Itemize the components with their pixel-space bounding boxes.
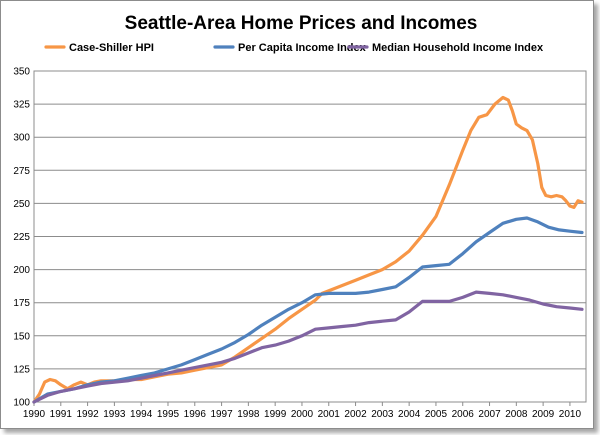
x-tick-label: 2006 bbox=[452, 409, 475, 420]
x-tick-label: 1992 bbox=[76, 409, 99, 420]
series-line-1 bbox=[32, 216, 584, 404]
y-tick-label: 350 bbox=[13, 67, 30, 78]
x-tick-label: 2003 bbox=[371, 409, 394, 420]
y-tick-label: 150 bbox=[13, 331, 30, 342]
legend: Case-Shiller HPI Per Capita Income Index M… bbox=[44, 42, 544, 54]
x-tick-label: 1994 bbox=[130, 409, 153, 420]
y-tick-label: 200 bbox=[13, 265, 30, 276]
x-tick-label: 2009 bbox=[532, 409, 555, 420]
legend-label: Case-Shiller HPI bbox=[69, 42, 154, 54]
chart-frame: Seattle-Area Home Prices and Incomes Cas… bbox=[0, 0, 594, 429]
x-tick-label: 1998 bbox=[237, 409, 260, 420]
x-tick-label: 2007 bbox=[478, 409, 501, 420]
y-tick-label: 225 bbox=[13, 232, 30, 243]
y-tick-label: 175 bbox=[13, 298, 30, 309]
x-tick-label: 2010 bbox=[559, 409, 582, 420]
series-line-2 bbox=[32, 290, 584, 404]
y-axis-tick-labels: 100 125 150 175 200 225 250 275 300 325 350 bbox=[13, 67, 30, 409]
x-tick-label: 1997 bbox=[210, 409, 233, 420]
y-tick-label: 100 bbox=[13, 398, 30, 409]
line-chart: Seattle-Area Home Prices and Incomes Cas… bbox=[13, 13, 587, 420]
x-tick-label: 1991 bbox=[50, 409, 73, 420]
y-tick-label: 325 bbox=[13, 100, 30, 111]
y-tick-label: 250 bbox=[13, 199, 30, 210]
y-tick-label: 275 bbox=[13, 166, 30, 177]
x-tick-label: 2002 bbox=[344, 409, 367, 420]
series-lines bbox=[32, 95, 584, 404]
x-tick-label: 1995 bbox=[157, 409, 180, 420]
x-tick-label: 1990 bbox=[23, 409, 46, 420]
x-tick-label: 1993 bbox=[103, 409, 126, 420]
y-tick-label: 300 bbox=[13, 133, 30, 144]
x-tick-label: 1996 bbox=[184, 409, 207, 420]
x-tick-label: 1999 bbox=[264, 409, 287, 420]
x-tick-label: 2001 bbox=[318, 409, 341, 420]
x-tick-label: 2000 bbox=[291, 409, 314, 420]
x-tick-label: 2004 bbox=[398, 409, 421, 420]
legend-label: Median Household Income Index bbox=[372, 42, 544, 54]
x-axis-tick-labels: 1990 1991 1992 1993 1994 1995 1996 1997 1998 1999… bbox=[23, 402, 582, 420]
legend-label: Per Capita Income Index bbox=[238, 42, 367, 54]
x-tick-label: 2008 bbox=[505, 409, 528, 420]
x-tick-label: 2005 bbox=[425, 409, 448, 420]
y-tick-label: 125 bbox=[13, 364, 30, 375]
chart-title: Seattle-Area Home Prices and Incomes bbox=[125, 13, 478, 34]
